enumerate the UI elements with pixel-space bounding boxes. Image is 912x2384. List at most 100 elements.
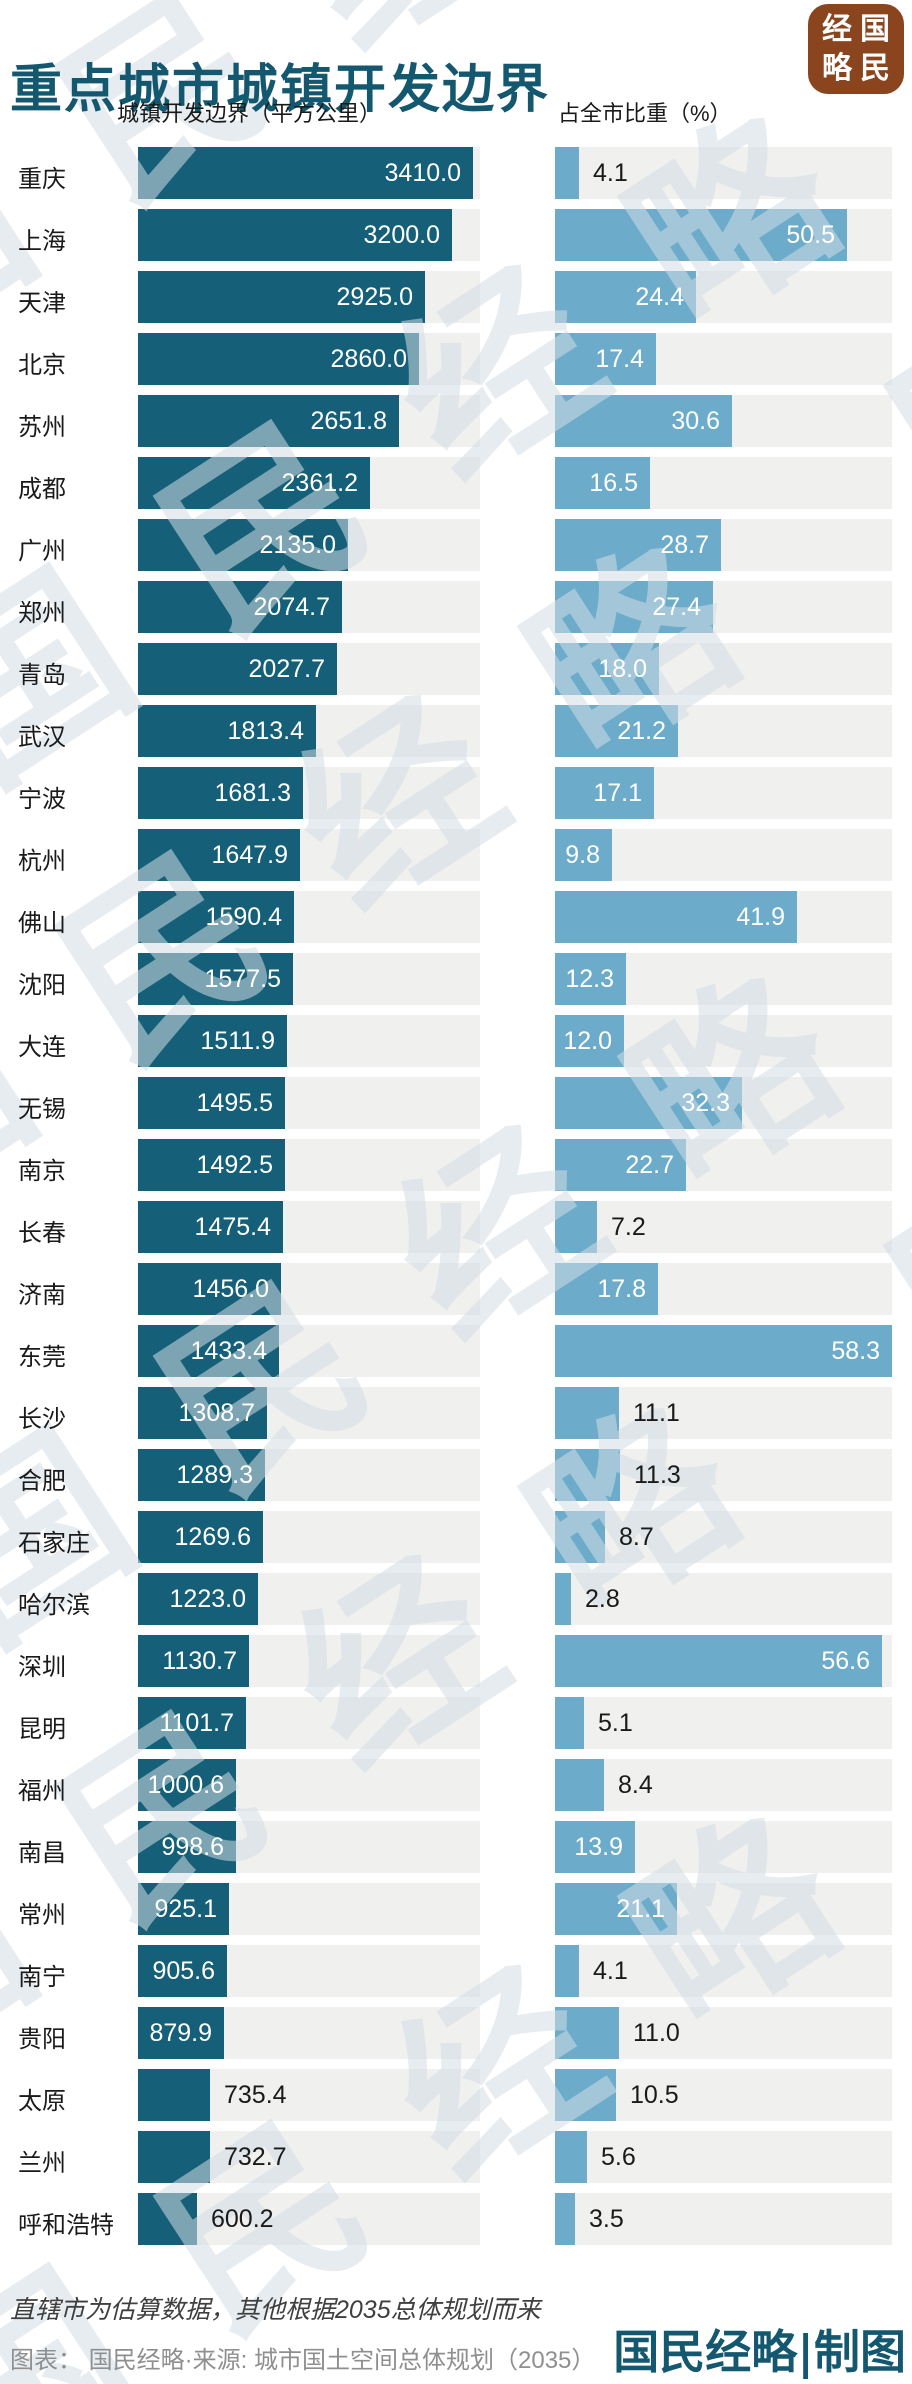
share-bar: 27.4	[555, 581, 713, 633]
boundary-bar-track: 925.1	[138, 1883, 480, 1935]
city-label: 郑州	[18, 600, 66, 627]
bar-value-label: 1511.9	[200, 1026, 275, 1055]
boundary-bar-track: 1647.9	[138, 829, 480, 881]
bar-value-label: 24.4	[635, 282, 684, 311]
share-bar: 30.6	[555, 395, 732, 447]
city-label: 福州	[18, 1778, 66, 1805]
boundary-bar: 1492.5	[138, 1139, 285, 1191]
share-bar: 22.7	[555, 1139, 686, 1191]
source-credit: 图表： 国民经略·来源: 城市国土空间总体规划（2035）	[10, 2347, 596, 2374]
boundary-bar: 1647.9	[138, 829, 300, 881]
boundary-bar: 2651.8	[138, 395, 399, 447]
chart-row: 佛山 1590.4 41.9	[0, 891, 912, 953]
boundary-bar-track: 905.6	[138, 1945, 480, 1997]
city-label: 济南	[18, 1282, 66, 1309]
boundary-bar: 1269.6	[138, 1511, 263, 1563]
share-bar-track: 7.2	[555, 1201, 892, 1253]
boundary-bar: 1101.7	[138, 1697, 246, 1749]
bar-value-label: 2925.0	[336, 282, 413, 311]
bar-value-label: 1101.7	[159, 1708, 234, 1737]
share-bar-track: 11.3	[555, 1449, 892, 1501]
share-bar: 17.8	[555, 1263, 658, 1315]
bar-value-label: 32.3	[681, 1088, 730, 1117]
bar-value-label: 30.6	[671, 406, 720, 435]
boundary-bar-track: 1456.0	[138, 1263, 480, 1315]
boundary-bar: 1308.7	[138, 1387, 267, 1439]
share-bar-track: 41.9	[555, 891, 892, 943]
boundary-bar	[138, 2193, 197, 2245]
boundary-bar-track: 2925.0	[138, 271, 480, 323]
share-bar-track: 21.2	[555, 705, 892, 757]
bar-value-label: 18.0	[598, 654, 647, 683]
chart-row: 天津 2925.0 24.4	[0, 271, 912, 333]
boundary-bar-track: 735.4	[138, 2069, 480, 2121]
bar-value-label: 1577.5	[204, 964, 281, 993]
share-bar	[555, 2131, 587, 2183]
bar-value-label: 1495.5	[196, 1088, 273, 1117]
chart-row: 贵阳 879.9 11.0	[0, 2007, 912, 2069]
bar-value-label: 1681.3	[214, 778, 291, 807]
share-bar-track: 4.1	[555, 1945, 892, 1997]
city-label: 长沙	[18, 1406, 66, 1433]
chart-row: 深圳 1130.7 56.6	[0, 1635, 912, 1697]
chart-row: 南宁 905.6 4.1	[0, 1945, 912, 2007]
boundary-bar: 998.6	[138, 1821, 236, 1873]
chart-row: 杭州 1647.9 9.8	[0, 829, 912, 891]
bar-value-label: 2135.0	[259, 530, 336, 559]
boundary-bar-track: 1492.5	[138, 1139, 480, 1191]
boundary-bar-track: 879.9	[138, 2007, 480, 2059]
boundary-bar-track: 1813.4	[138, 705, 480, 757]
share-bar: 41.9	[555, 891, 797, 943]
bar-value-label: 56.6	[821, 1646, 870, 1675]
city-label: 石家庄	[18, 1530, 90, 1557]
chart-row: 青岛 2027.7 18.0	[0, 643, 912, 705]
bar-value-label: 735.4	[224, 2080, 287, 2109]
city-label: 沈阳	[18, 972, 66, 999]
bar-value-label: 1647.9	[211, 840, 288, 869]
boundary-bar-track: 3200.0	[138, 209, 480, 261]
boundary-bar: 3200.0	[138, 209, 452, 261]
city-label: 兰州	[18, 2150, 66, 2177]
chart-row: 宁波 1681.3 17.1	[0, 767, 912, 829]
city-label: 重庆	[18, 166, 66, 193]
footnote: 直辖市为估算数据，其他根据2035总体规划而来	[10, 2296, 541, 2324]
chart-row: 上海 3200.0 50.5	[0, 209, 912, 271]
chart-row: 哈尔滨 1223.0 2.8	[0, 1573, 912, 1635]
boundary-bar-track: 2074.7	[138, 581, 480, 633]
boundary-bar: 1223.0	[138, 1573, 258, 1625]
city-label: 合肥	[18, 1468, 66, 1495]
city-label: 南宁	[18, 1964, 66, 1991]
boundary-bar: 1511.9	[138, 1015, 287, 1067]
share-bar-track: 13.9	[555, 1821, 892, 1873]
boundary-bar: 1813.4	[138, 705, 316, 757]
bar-value-label: 28.7	[660, 530, 709, 559]
share-bar-track: 58.3	[555, 1325, 892, 1377]
boundary-bar: 2027.7	[138, 643, 337, 695]
share-bar	[555, 2007, 619, 2059]
bar-value-label: 27.4	[652, 592, 701, 621]
chart-row: 南京 1492.5 22.7	[0, 1139, 912, 1201]
logo-char: 民	[860, 50, 890, 86]
city-label: 苏州	[18, 414, 66, 441]
share-bar	[555, 1697, 584, 1749]
boundary-bar-track: 1308.7	[138, 1387, 480, 1439]
bar-value-label: 12.0	[563, 1026, 612, 1055]
share-bar-track: 5.1	[555, 1697, 892, 1749]
boundary-bar: 2361.2	[138, 457, 370, 509]
boundary-bar: 1475.4	[138, 1201, 283, 1253]
share-bar-track: 12.3	[555, 953, 892, 1005]
chart-row: 昆明 1101.7 5.1	[0, 1697, 912, 1759]
city-label: 贵阳	[18, 2026, 66, 2053]
bar-value-label: 13.9	[574, 1832, 623, 1861]
chart-row: 北京 2860.0 17.4	[0, 333, 912, 395]
share-bar-track: 8.4	[555, 1759, 892, 1811]
share-bar-track: 12.0	[555, 1015, 892, 1067]
bar-value-label: 1590.4	[205, 902, 282, 931]
share-bar: 24.4	[555, 271, 696, 323]
bar-value-label: 4.1	[593, 158, 628, 187]
column-header-share: 占全市比重（%）	[558, 101, 732, 126]
boundary-bar: 1433.4	[138, 1325, 279, 1377]
chart-row: 沈阳 1577.5 12.3	[0, 953, 912, 1015]
bar-value-label: 905.6	[152, 1956, 215, 1985]
